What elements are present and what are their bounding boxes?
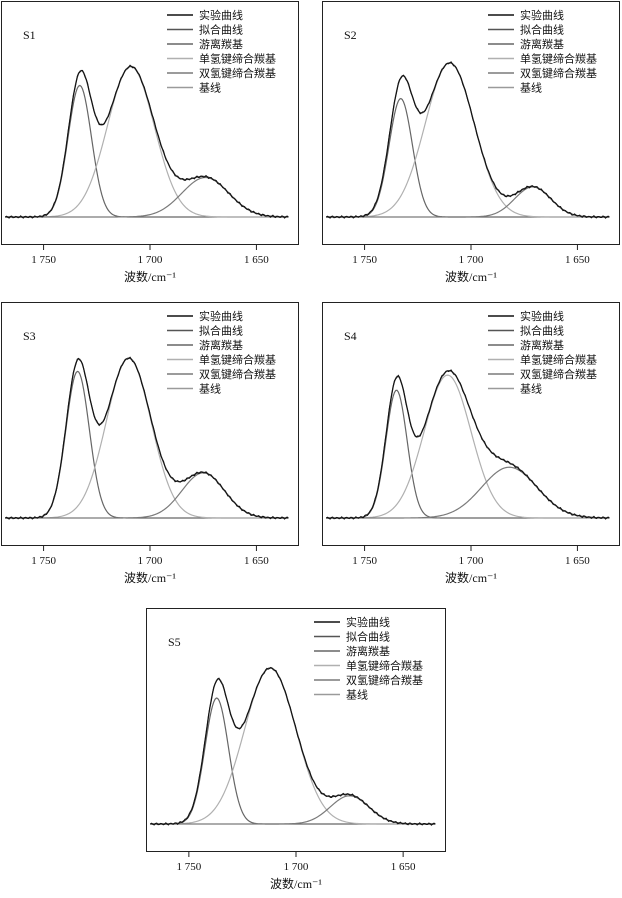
x-axis-label: 波数/cm⁻¹ xyxy=(445,269,497,284)
legend-entry: 单氢键缔合羰基 xyxy=(199,353,276,367)
legend-entry: 双氢键缔合羰基 xyxy=(520,367,597,381)
legend-entry: 双氢键缔合羰基 xyxy=(199,367,276,381)
panel-label: S3 xyxy=(23,329,36,343)
fitted-curve xyxy=(5,65,289,218)
fitted-curve xyxy=(5,357,289,519)
x-tick-label: 1 650 xyxy=(391,861,416,873)
panel-s2: S2 实验曲线 拟合曲线 游离羰基 单氢键缔合羰基 双氢键缔合羰基 基线 1 750 1 700… xyxy=(322,1,620,291)
experimental-curve xyxy=(4,356,289,520)
legend-entry: 双氢键缔合羰基 xyxy=(346,673,423,687)
free-carbonyl-curve xyxy=(326,97,610,218)
panel-label: S1 xyxy=(23,28,36,42)
legend-entry: 基线 xyxy=(520,81,542,95)
legend-entry: 拟合曲线 xyxy=(520,324,564,338)
x-axis-label: 波数/cm⁻¹ xyxy=(445,570,497,585)
plot-frame xyxy=(146,608,446,852)
legend-entry: 单氢键缔合羰基 xyxy=(346,659,423,673)
free-carbonyl-curve xyxy=(5,84,289,218)
legend-entry: 单氢键缔合羰基 xyxy=(199,52,276,66)
fitted-curve xyxy=(326,62,610,218)
x-axis-label: 波数/cm⁻¹ xyxy=(124,269,176,284)
legend-entry: 双氢键缔合羰基 xyxy=(520,66,597,80)
legend-entry: 实验曲线 xyxy=(346,615,390,629)
x-tick-label: 1 650 xyxy=(244,555,269,567)
experimental-curve xyxy=(325,61,610,219)
x-tick-label: 1 650 xyxy=(244,254,269,266)
x-tick-label: 1 750 xyxy=(352,555,377,567)
legend-entry: 游离羰基 xyxy=(520,37,564,51)
legend-entry: 基线 xyxy=(520,382,542,396)
legend-entry: 实验曲线 xyxy=(520,8,564,22)
legend-entry: 单氢键缔合羰基 xyxy=(520,52,597,66)
legend-entry: 拟合曲线 xyxy=(199,23,243,37)
x-tick-label: 1 700 xyxy=(284,861,309,873)
legend-entry: 实验曲线 xyxy=(520,309,564,323)
double-hbond-carbonyl-curve xyxy=(150,795,436,825)
free-carbonyl-curve xyxy=(326,389,610,519)
plot-frame xyxy=(322,302,620,546)
panel-s1: S1 实验曲线 拟合曲线 游离羰基 单氢键缔合羰基 双氢键缔合羰基 基线 1 750 1 700… xyxy=(1,1,299,291)
fitted-curve xyxy=(326,370,610,519)
legend-entry: 单氢键缔合羰基 xyxy=(520,353,597,367)
single-hbond-carbonyl-curve xyxy=(5,66,289,218)
panel-label: S4 xyxy=(344,329,357,343)
x-tick-label: 1 700 xyxy=(138,254,163,266)
legend-entry: 拟合曲线 xyxy=(346,630,390,644)
x-tick-label: 1 700 xyxy=(459,555,484,567)
legend-entry: 游离羰基 xyxy=(346,644,390,658)
legend-entry: 基线 xyxy=(199,81,221,95)
plot-frame xyxy=(1,1,299,245)
x-tick-label: 1 750 xyxy=(176,861,201,873)
x-tick-label: 1 650 xyxy=(565,254,590,266)
x-axis-label: 波数/cm⁻¹ xyxy=(124,570,176,585)
plot-frame xyxy=(1,302,299,546)
single-hbond-carbonyl-curve xyxy=(5,357,289,519)
panel-s5: S5 实验曲线 拟合曲线 游离羰基 单氢键缔合羰基 双氢键缔合羰基 基线 1 750 1 700… xyxy=(146,608,446,898)
experimental-curve xyxy=(4,64,289,219)
legend-entry: 游离羰基 xyxy=(199,37,243,51)
x-axis-label: 波数/cm⁻¹ xyxy=(270,876,322,891)
single-hbond-carbonyl-curve xyxy=(150,667,436,825)
panel-s3: S3 实验曲线 拟合曲线 游离羰基 单氢键缔合羰基 双氢键缔合羰基 基线 1 750 1 700… xyxy=(1,302,299,592)
panel-label: S2 xyxy=(344,28,357,42)
legend-entry: 拟合曲线 xyxy=(199,324,243,338)
x-tick-label: 1 750 xyxy=(31,254,56,266)
x-tick-label: 1 750 xyxy=(352,254,377,266)
plot-frame xyxy=(322,1,620,245)
experimental-curve xyxy=(325,369,610,520)
x-tick-label: 1 700 xyxy=(459,254,484,266)
fitted-curve xyxy=(150,667,436,825)
x-tick-label: 1 700 xyxy=(138,555,163,567)
panel-label: S5 xyxy=(168,635,181,649)
double-hbond-carbonyl-curve xyxy=(5,176,289,218)
legend-entry: 实验曲线 xyxy=(199,309,243,323)
legend-entry: 双氢键缔合羰基 xyxy=(199,66,276,80)
single-hbond-carbonyl-curve xyxy=(326,374,610,519)
legend-entry: 游离羰基 xyxy=(199,338,243,352)
free-carbonyl-curve xyxy=(5,370,289,519)
legend-entry: 拟合曲线 xyxy=(520,23,564,37)
panel-s4: S4 实验曲线 拟合曲线 游离羰基 单氢键缔合羰基 双氢键缔合羰基 基线 1 750 1 700… xyxy=(322,302,620,592)
single-hbond-carbonyl-curve xyxy=(326,62,610,218)
legend-entry: 基线 xyxy=(346,688,368,702)
legend-entry: 实验曲线 xyxy=(199,8,243,22)
experimental-curve xyxy=(150,666,436,826)
double-hbond-carbonyl-curve xyxy=(326,466,610,519)
legend-entry: 基线 xyxy=(199,382,221,396)
x-tick-label: 1 750 xyxy=(31,555,56,567)
x-tick-label: 1 650 xyxy=(565,555,590,567)
legend-entry: 游离羰基 xyxy=(520,338,564,352)
